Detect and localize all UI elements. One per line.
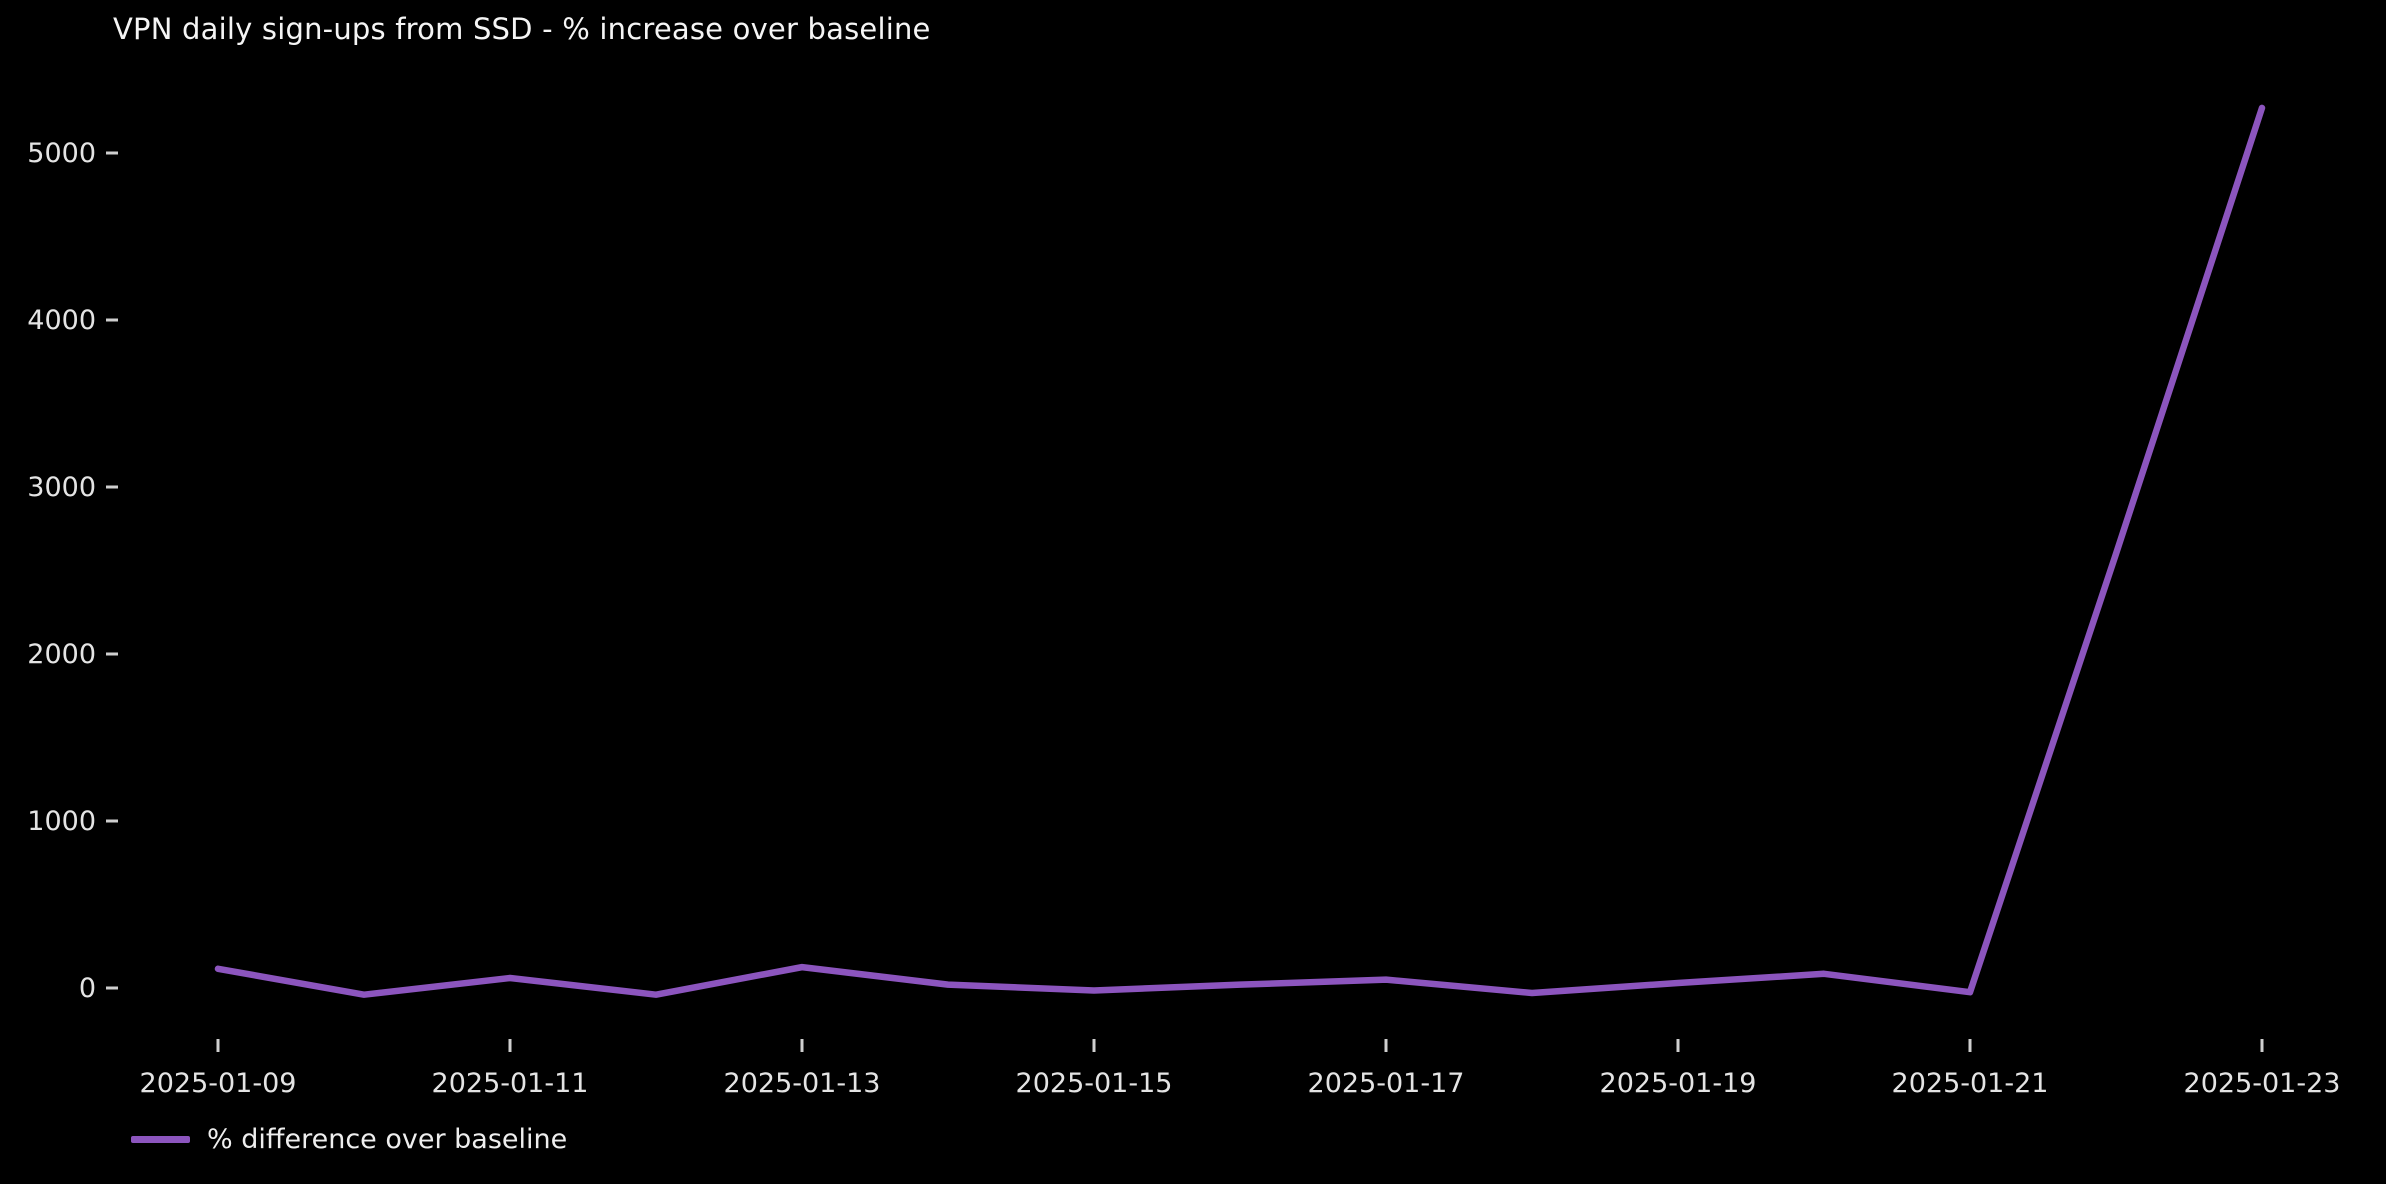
x-tick-label: 2025-01-21 bbox=[1892, 1068, 2049, 1099]
y-tick-label: 3000 bbox=[27, 472, 96, 503]
y-tick-label: 2000 bbox=[27, 639, 96, 670]
y-axis: 0 1000 2000 3000 4000 5000 bbox=[27, 138, 118, 1004]
x-tick-label: 2025-01-13 bbox=[724, 1068, 881, 1099]
x-tick-label: 2025-01-17 bbox=[1308, 1068, 1465, 1099]
y-tick-label: 5000 bbox=[27, 138, 96, 169]
series-line bbox=[214, 104, 2266, 998]
x-tick-label: 2025-01-19 bbox=[1600, 1068, 1757, 1099]
chart-title: VPN daily sign-ups from SSD - % increase… bbox=[113, 12, 931, 46]
y-tick-label: 0 bbox=[79, 973, 96, 1004]
x-tick-label: 2025-01-15 bbox=[1016, 1068, 1173, 1099]
x-tick-label: 2025-01-23 bbox=[2184, 1068, 2341, 1099]
y-tick-label: 1000 bbox=[27, 806, 96, 837]
x-tick-label: 2025-01-09 bbox=[140, 1068, 297, 1099]
series-lines bbox=[214, 104, 2266, 998]
legend-label: % difference over baseline bbox=[207, 1124, 568, 1155]
x-tick-label: 2025-01-11 bbox=[432, 1068, 589, 1099]
y-tick-label: 4000 bbox=[27, 305, 96, 336]
legend-line-swatch bbox=[131, 1136, 190, 1143]
chart-legend: % difference over baseline bbox=[131, 1124, 567, 1155]
x-axis: 2025-01-09 2025-01-11 2025-01-13 2025-01-15… bbox=[140, 1039, 2341, 1099]
